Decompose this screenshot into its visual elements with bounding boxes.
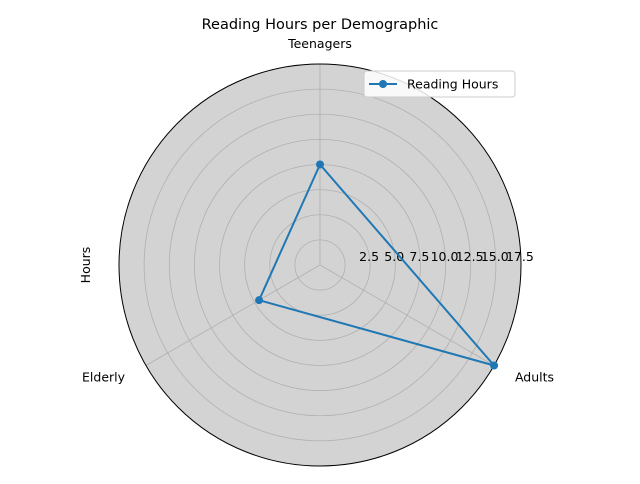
data-point [255, 296, 264, 305]
r-tick-label: 15.0 [481, 249, 509, 264]
r-tick-label: 10.0 [431, 249, 459, 264]
plot-outer-frame [118, 63, 522, 467]
r-tick-label: 12.5 [456, 249, 484, 264]
polar-area: 2.5 5.0 7.5 10.012.515.017.5 Teenagers Adults… [82, 36, 554, 467]
angular-gridline [145, 264, 321, 366]
chart-title: Reading Hours per Demographic [202, 17, 439, 33]
data-point [316, 160, 324, 169]
category-label: Adults [515, 370, 554, 385]
legend: Reading Hours [363, 70, 516, 98]
series-line [258, 163, 496, 367]
legend-marker [379, 80, 387, 88]
r-tick-label: 17.5 [506, 249, 534, 264]
r-tick-label: 7.5 [409, 249, 429, 264]
category-label: Elderly [82, 370, 126, 385]
data-point [490, 361, 499, 370]
r-tick-label: 2.5 [359, 249, 379, 264]
category-label: Teenagers [287, 36, 352, 51]
r-tick-label: 5.0 [384, 249, 404, 264]
legend-box [363, 70, 516, 98]
legend-label: Reading Hours [407, 77, 498, 92]
y-axis-label: Hours [78, 247, 93, 284]
angular-gridline [319, 264, 495, 366]
